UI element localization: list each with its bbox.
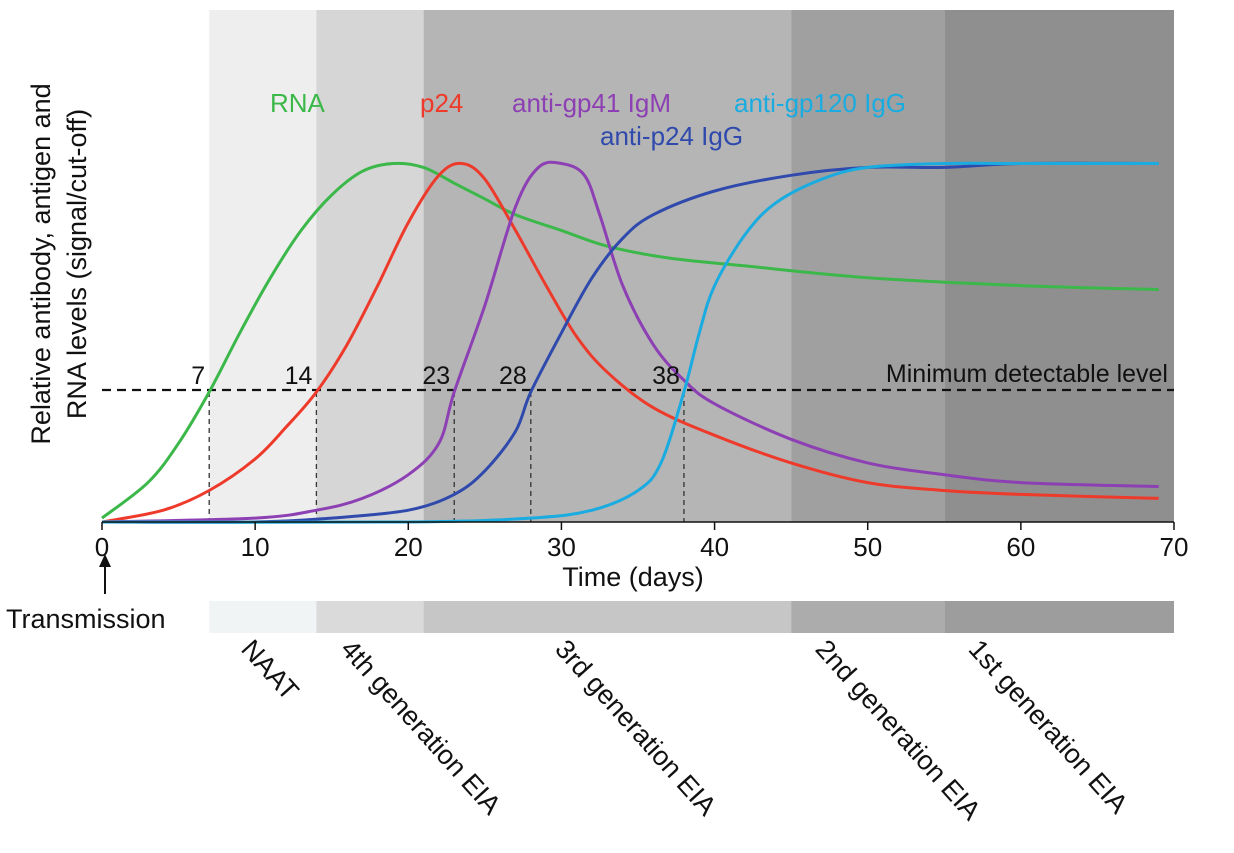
assay-bar-segment-1 xyxy=(209,601,317,633)
x-axis-title: Time (days) xyxy=(562,562,704,592)
assay-label-4: 1st generation EIA xyxy=(963,634,1134,819)
series-label-1: p24 xyxy=(420,88,463,118)
assay-bar-segment-5 xyxy=(944,601,1174,633)
series-line-4 xyxy=(101,161,1159,524)
x-axis-ticks: 0 10 20 30 40 50 60 70 xyxy=(95,522,1189,562)
x-tick-label-2: 20 xyxy=(394,532,423,562)
assay-label-1: 4th generation EIA xyxy=(335,634,507,820)
series-line-0 xyxy=(101,161,1159,520)
crossing-label-0: 7 xyxy=(191,362,205,390)
series-line-1 xyxy=(101,161,1159,524)
window-band-5 xyxy=(944,10,1174,522)
window-band-4 xyxy=(791,10,945,522)
window-band-0 xyxy=(102,10,210,522)
series-label-2: anti-gp41 IgM xyxy=(512,88,671,118)
assay-bar-segment-4 xyxy=(791,601,945,633)
assay-label-2: 3rd generation EIA xyxy=(549,634,722,821)
series-label-0: RNA xyxy=(270,88,326,118)
crossing-label-3: 28 xyxy=(499,362,527,390)
series-label-4: anti-gp120 IgG xyxy=(734,88,906,118)
y-axis-title-line1: Relative antibody, antigen and xyxy=(26,83,56,444)
crossing-label-4: 38 xyxy=(652,362,680,390)
assay-label-3: 2nd generation EIA xyxy=(810,634,987,826)
x-tick-label-4: 40 xyxy=(700,532,729,562)
assay-bar-segment-3 xyxy=(423,601,792,633)
transmission-arrow xyxy=(99,554,111,594)
x-tick-label-5: 50 xyxy=(853,532,882,562)
series-label-3: anti-p24 IgG xyxy=(600,121,743,151)
x-tick-label-6: 60 xyxy=(1006,532,1035,562)
threshold-label: Minimum detectable level xyxy=(886,360,1168,388)
transmission-label: Transmission xyxy=(6,604,166,634)
window-band-3 xyxy=(423,10,792,522)
series-line-3 xyxy=(101,161,1159,524)
assay-bar-segment-2 xyxy=(316,601,424,633)
x-tick-label-0: 0 xyxy=(95,532,109,562)
x-tick-label-1: 10 xyxy=(241,532,270,562)
crossing-label-1: 14 xyxy=(285,362,313,390)
x-tick-label-3: 30 xyxy=(547,532,576,562)
assay-window-shading xyxy=(102,10,1174,522)
series-lines xyxy=(101,160,1159,524)
assay-timeline-bar xyxy=(209,601,1174,633)
series-line-2 xyxy=(101,160,1159,524)
x-tick-label-7: 70 xyxy=(1160,532,1189,562)
crossing-label-2: 23 xyxy=(422,362,450,390)
y-axis-title-line2: RNA levels (signal/cut-off) xyxy=(62,109,92,419)
assay-label-0: NAAT xyxy=(235,634,304,706)
crossing-labels: 7 14 23 28 38 xyxy=(191,362,680,390)
window-band-1 xyxy=(209,10,317,522)
crossing-guides xyxy=(208,391,685,522)
assay-labels: NAAT 4th generation EIA 3rd generation EIA… xyxy=(235,634,1133,826)
window-band-2 xyxy=(316,10,424,522)
